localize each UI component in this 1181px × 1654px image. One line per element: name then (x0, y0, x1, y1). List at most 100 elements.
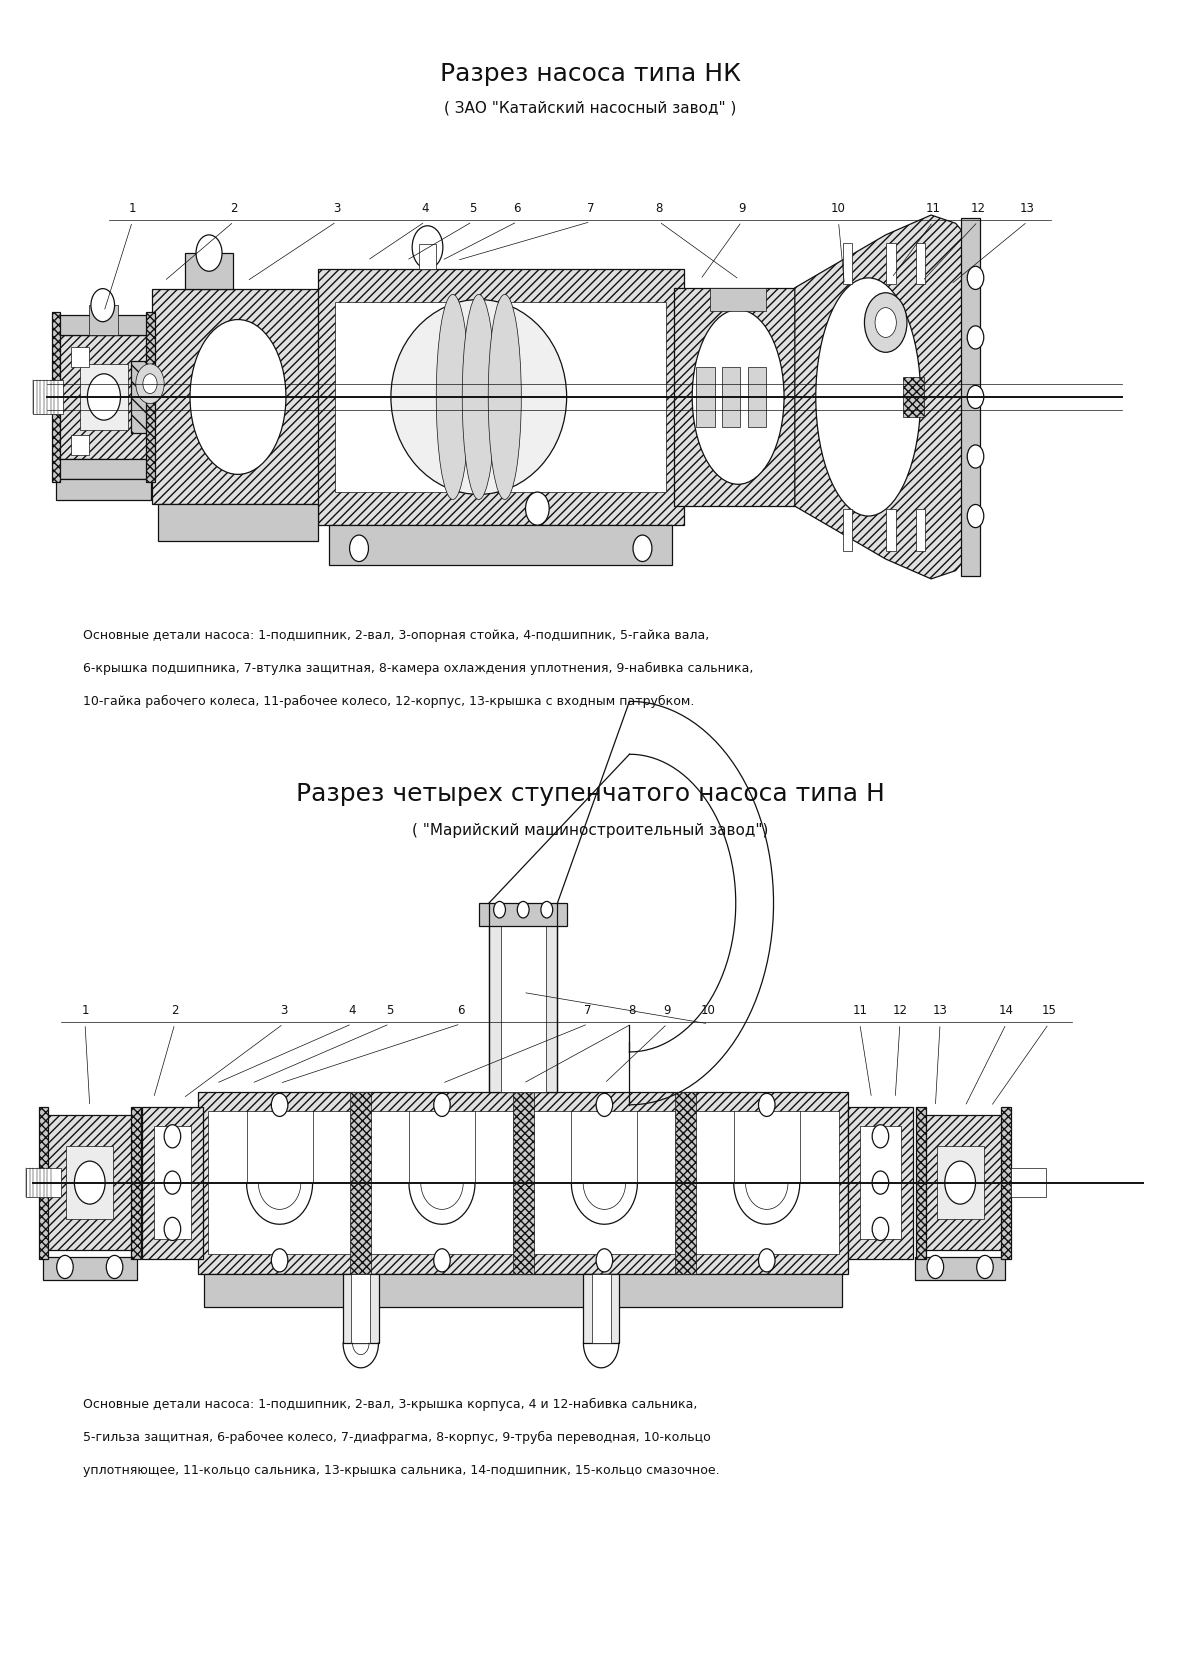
Bar (501, 918, 546, 1092)
Bar (915, 1257, 1005, 1280)
Ellipse shape (74, 1161, 105, 1204)
Ellipse shape (350, 536, 368, 562)
Ellipse shape (864, 293, 907, 352)
Bar (146, 311, 155, 483)
Text: 14: 14 (999, 1004, 1013, 1017)
Text: Основные детали насоса: 1-подшипник, 2-вал, 3-крышка корпуса, 4 и 12-набивка сал: Основные детали насоса: 1-подшипник, 2-в… (83, 1398, 697, 1411)
Ellipse shape (596, 1249, 613, 1272)
Bar (318, 268, 684, 526)
Text: 8: 8 (628, 1004, 635, 1017)
Ellipse shape (412, 227, 443, 268)
Bar (52, 311, 60, 483)
Ellipse shape (633, 536, 652, 562)
Bar (352, 1274, 371, 1343)
Ellipse shape (526, 493, 549, 526)
Ellipse shape (967, 385, 984, 409)
Ellipse shape (967, 445, 984, 468)
Bar (152, 289, 324, 504)
Bar (696, 367, 715, 427)
Text: ( "Марийский машиностроительный завод"): ( "Марийский машиностроительный завод") (412, 822, 769, 839)
Bar (674, 288, 802, 506)
Bar (80, 364, 128, 430)
Bar (748, 367, 766, 427)
Bar (916, 509, 926, 551)
Ellipse shape (87, 374, 120, 420)
Text: 5: 5 (386, 1004, 393, 1017)
Bar (198, 1092, 848, 1274)
Bar (43, 1257, 137, 1280)
Bar (860, 1126, 901, 1239)
Text: 2: 2 (230, 202, 237, 215)
Ellipse shape (433, 1249, 450, 1272)
Text: 7: 7 (585, 1004, 592, 1017)
Ellipse shape (488, 294, 521, 500)
Bar (335, 301, 666, 493)
Bar (592, 1274, 611, 1343)
Ellipse shape (927, 1255, 944, 1279)
Ellipse shape (875, 308, 896, 337)
Bar (694, 1111, 839, 1254)
Bar (886, 243, 895, 284)
Ellipse shape (967, 504, 984, 528)
Ellipse shape (517, 901, 529, 918)
Ellipse shape (872, 1125, 888, 1148)
Ellipse shape (692, 309, 784, 485)
Ellipse shape (136, 364, 164, 404)
Ellipse shape (272, 1249, 288, 1272)
Bar (208, 1111, 352, 1254)
Ellipse shape (872, 1171, 888, 1194)
Text: 6: 6 (457, 1004, 464, 1017)
Polygon shape (795, 215, 970, 579)
Bar (329, 526, 672, 566)
Ellipse shape (433, 1093, 450, 1116)
Text: 10: 10 (702, 1004, 716, 1017)
Ellipse shape (967, 266, 984, 289)
Text: 11: 11 (853, 1004, 867, 1017)
Bar (342, 1274, 378, 1343)
Bar (676, 1092, 697, 1274)
Ellipse shape (872, 1217, 888, 1240)
Bar (131, 361, 152, 433)
Bar (513, 1092, 534, 1274)
Bar (39, 1107, 48, 1259)
Text: 10-гайка рабочего колеса, 11-рабочее колесо, 12-корпус, 13-крышка с входным патр: 10-гайка рабочего колеса, 11-рабочее кол… (83, 695, 694, 708)
Bar (918, 1115, 1003, 1250)
Bar (1001, 1107, 1011, 1259)
Text: 12: 12 (971, 202, 985, 215)
Bar (89, 304, 118, 334)
Bar (350, 1092, 371, 1274)
Bar (158, 504, 318, 541)
Ellipse shape (106, 1255, 123, 1279)
Text: 6-крышка подшипника, 7-втулка защитная, 8-камера охлаждения уплотнения, 9-набивк: 6-крышка подшипника, 7-втулка защитная, … (83, 662, 753, 675)
Ellipse shape (436, 294, 469, 500)
Bar (66, 1146, 113, 1219)
Bar (47, 1115, 132, 1250)
Bar (722, 367, 740, 427)
Ellipse shape (977, 1255, 993, 1279)
Text: 7: 7 (587, 202, 594, 215)
Ellipse shape (164, 1125, 181, 1148)
Text: 13: 13 (933, 1004, 947, 1017)
Text: Разрез четырех ступенчатого насоса типа Н: Разрез четырех ступенчатого насоса типа … (296, 782, 885, 805)
Ellipse shape (143, 374, 157, 394)
Bar (56, 480, 151, 501)
Ellipse shape (57, 1255, 73, 1279)
Bar (131, 1107, 141, 1259)
Bar (26, 1168, 61, 1197)
Bar (903, 377, 925, 417)
Text: 6: 6 (514, 202, 521, 215)
Bar (71, 347, 89, 367)
Bar (419, 243, 436, 268)
Text: 4: 4 (348, 1004, 355, 1017)
Ellipse shape (190, 319, 286, 475)
Text: 1: 1 (129, 202, 136, 215)
Text: 12: 12 (893, 1004, 907, 1017)
Bar (842, 243, 852, 284)
Bar (916, 243, 926, 284)
Ellipse shape (967, 326, 984, 349)
Text: 3: 3 (333, 202, 340, 215)
Text: 4: 4 (422, 202, 429, 215)
Text: 9: 9 (664, 1004, 671, 1017)
Ellipse shape (541, 901, 553, 918)
Ellipse shape (945, 1161, 976, 1204)
